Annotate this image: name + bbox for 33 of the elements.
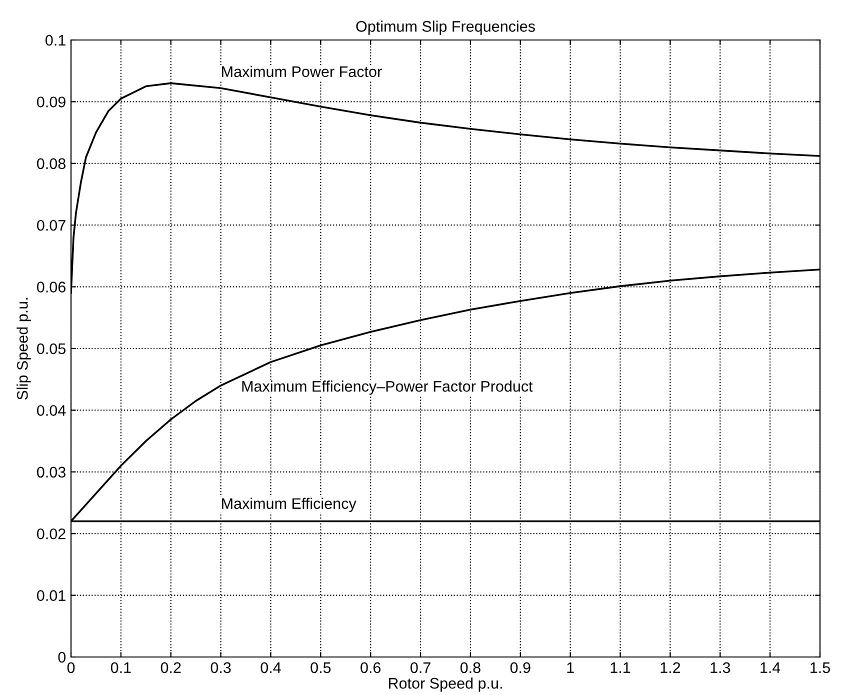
y-tick-label: 0.07: [37, 220, 66, 231]
annotation: Maximum Efficiency–Power Factor Product: [242, 380, 533, 395]
x-tick-label: 1.5: [810, 662, 830, 674]
x-tick-label: 0.3: [210, 662, 231, 674]
x-tick-label: 0.7: [410, 662, 430, 674]
y-tick-label: 0.09: [37, 96, 66, 108]
y-tick-label: 0.02: [37, 528, 66, 540]
y-tick-label: 0.05: [37, 343, 66, 354]
x-tick-label: 0.8: [460, 662, 480, 674]
x-tick-label: 0.6: [360, 662, 381, 674]
annotation: Maximum Power Factor: [222, 66, 382, 78]
x-tick-label: 0.9: [510, 662, 530, 674]
annotation: Maximum Efficiency: [222, 498, 356, 512]
x-tick-label: 1.1: [610, 662, 630, 673]
x-tick-label: 0.1: [110, 662, 131, 674]
x-tick-label: 0.4: [260, 662, 281, 674]
y-tick-label: 0.1: [46, 34, 66, 46]
x-tick-label: 0: [67, 662, 75, 674]
x-tick-label: 0.5: [310, 662, 331, 674]
x-axis-title: Rotor Speed p.u.: [389, 677, 502, 692]
y-tick-label: 0: [58, 652, 66, 663]
y-tick-label: 0.08: [37, 158, 66, 170]
y-tick-label: 0.04: [37, 405, 66, 416]
y-tick-label: 0.03: [37, 466, 66, 478]
chart-title: Optimum Slip Frequencies: [356, 20, 535, 35]
y-tick-label: 0.06: [37, 282, 66, 292]
x-tick-label: 1: [567, 662, 574, 673]
y-tick-label: 0.01: [37, 590, 66, 601]
x-tick-label: 1.3: [710, 662, 730, 674]
x-tick-label: 1.2: [660, 662, 680, 673]
y-axis-title: Slip Speed p.u.: [16, 298, 31, 400]
x-tick-label: 1.4: [760, 662, 780, 673]
x-tick-label: 0.2: [160, 662, 181, 674]
